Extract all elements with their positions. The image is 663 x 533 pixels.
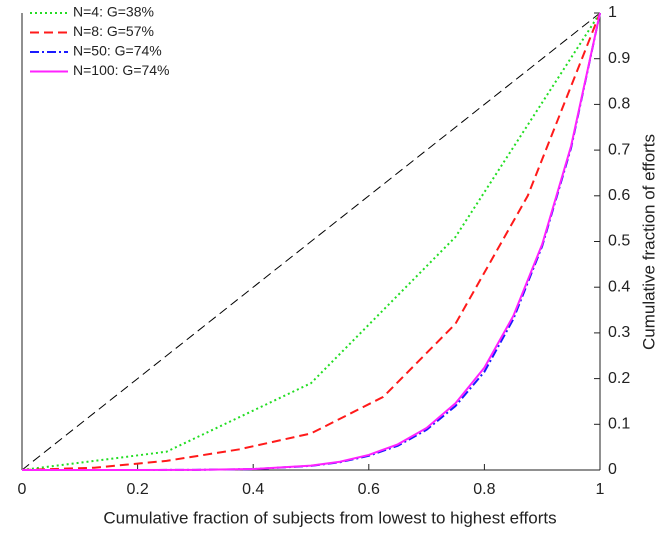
legend-label: N=4: G=38% [73, 4, 154, 20]
y-tick-label: 0.4 [608, 278, 630, 295]
x-tick-label: 0.8 [473, 481, 495, 498]
series-line [22, 12, 601, 471]
x-tick-label: 0.6 [358, 481, 380, 498]
legend-label: N=50: G=74% [73, 43, 162, 59]
x-tick-label: 0.2 [126, 481, 148, 498]
series-line [21, 12, 601, 471]
y-tick-label: 0.2 [608, 370, 630, 387]
equality-line [21, 12, 601, 471]
x-tick-label: 0 [18, 481, 27, 498]
y-axis-title: Cumulative fraction of efforts [639, 134, 658, 350]
x-tick-label: 1 [596, 481, 605, 498]
x-tick-label: 0.4 [242, 481, 264, 498]
y-tick-label: 1 [608, 4, 617, 21]
y-tick-label: 0.9 [608, 50, 630, 67]
y-tick-label: 0.8 [608, 96, 630, 113]
y-tick-label: 0.1 [608, 416, 630, 433]
y-tick-label: 0 [608, 461, 617, 478]
legend-label: N=100: G=74% [73, 62, 170, 78]
y-tick-label: 0.6 [608, 187, 630, 204]
y-tick-label: 0.5 [608, 233, 630, 250]
x-axis-title: Cumulative fraction of subjects from low… [103, 508, 556, 527]
y-tick-label: 0.7 [608, 141, 630, 158]
legend-label: N=8: G=57% [73, 23, 154, 39]
y-tick-label: 0.3 [608, 324, 630, 341]
